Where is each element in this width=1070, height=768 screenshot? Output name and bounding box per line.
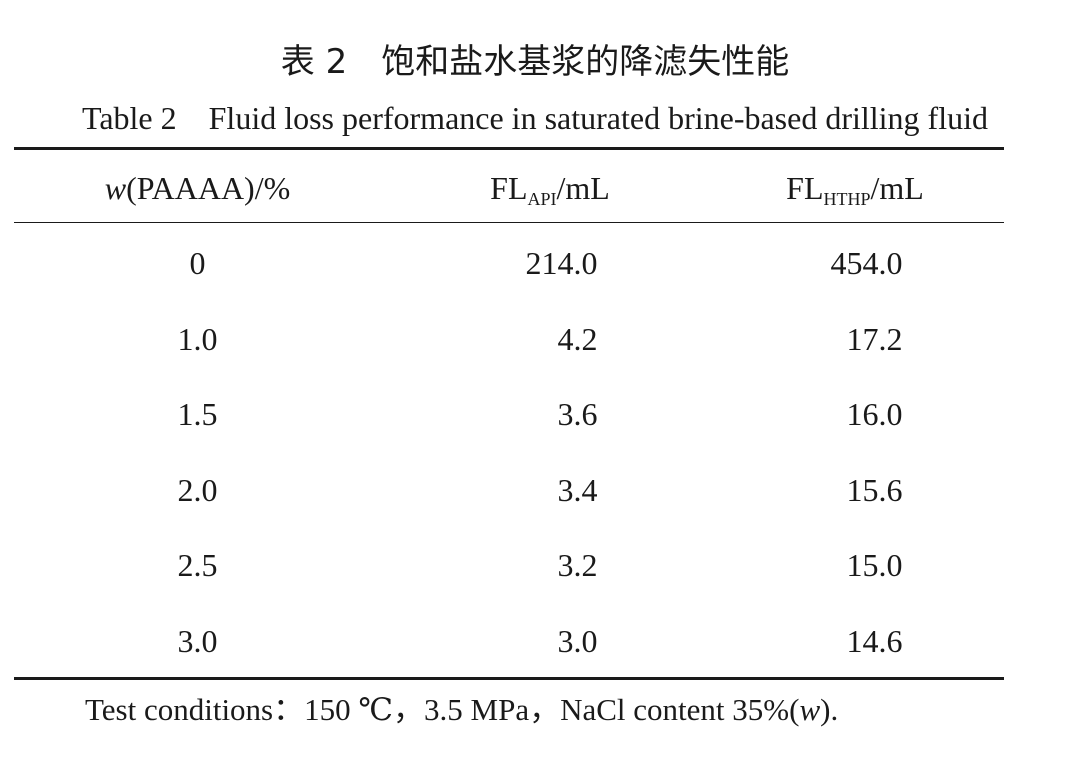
cell-fl-api: 3.2 [395, 545, 705, 585]
cell-fl-hthp: 454.0 [705, 243, 1005, 283]
cell-w: 2.5 [0, 545, 395, 585]
header-w-paaaa: w(PAAAA)/% [0, 168, 395, 208]
cell-fl-api-value: 3.0 [557, 623, 598, 659]
header-fl-api: FLAPI/mL [395, 168, 705, 219]
footnote-w-symbol: w [799, 692, 821, 727]
cell-fl-api-value: 3.6 [557, 396, 598, 432]
cell-fl-hthp: 15.6 [705, 470, 1005, 510]
table-caption-english: Table 2 Fluid loss performance in satura… [82, 100, 988, 136]
cell-fl-api: 3.0 [395, 621, 705, 661]
cell-fl-api-value: 4.2 [557, 321, 598, 357]
footnote-end: ). [820, 692, 839, 727]
cell-w-value: 2.5 [177, 547, 218, 583]
table-header-rule [14, 222, 1004, 223]
cell-fl-hthp: 15.0 [705, 545, 1005, 585]
cell-fl-api: 3.4 [395, 470, 705, 510]
cell-fl-hthp-value: 454.0 [830, 245, 903, 281]
footnote-text: Test conditions：150 ℃，3.5 MPa，NaCl conte… [85, 692, 800, 727]
cell-fl-hthp-value: 15.6 [846, 472, 903, 508]
header-fl-hthp-unit: /mL [870, 170, 924, 206]
cell-w-value: 0 [189, 245, 206, 281]
cell-fl-api-value: 214.0 [525, 245, 598, 281]
header-fl-hthp: FLHTHP/mL [705, 168, 1005, 219]
cell-w: 3.0 [0, 621, 395, 661]
table-top-rule [14, 147, 1004, 150]
cell-w: 1.5 [0, 394, 395, 434]
cell-fl-api: 214.0 [395, 243, 705, 283]
cell-w: 2.0 [0, 470, 395, 510]
header-w-rest: (PAAAA)/% [126, 170, 291, 206]
header-fl-hthp-subscript: HTHP [823, 189, 871, 209]
table-caption-chinese: 表 2 饱和盐水基浆的降滤失性能 [280, 42, 790, 82]
cell-fl-api: 4.2 [395, 319, 705, 359]
cell-w-value: 3.0 [177, 623, 218, 659]
header-fl-hthp-main: FL [786, 170, 824, 206]
cell-fl-api: 3.6 [395, 394, 705, 434]
cell-w: 0 [0, 243, 395, 283]
cell-fl-hthp-value: 16.0 [846, 396, 903, 432]
cell-fl-api-value: 3.4 [557, 472, 598, 508]
table-bottom-rule [14, 677, 1004, 680]
cell-fl-api-value: 3.2 [557, 547, 598, 583]
cell-fl-hthp-value: 17.2 [846, 321, 903, 357]
cell-fl-hthp-value: 15.0 [846, 547, 903, 583]
cell-w-value: 1.0 [177, 321, 218, 357]
cell-w-value: 1.5 [177, 396, 218, 432]
cell-fl-hthp: 16.0 [705, 394, 1005, 434]
cell-w: 1.0 [0, 319, 395, 359]
cell-fl-hthp: 17.2 [705, 319, 1005, 359]
header-fl-api-main: FL [490, 170, 528, 206]
table-footnote: Test conditions：150 ℃，3.5 MPa，NaCl conte… [85, 690, 838, 730]
header-w-symbol: w [104, 170, 127, 206]
cell-w-value: 2.0 [177, 472, 218, 508]
cell-fl-hthp: 14.6 [705, 621, 1005, 661]
cell-fl-hthp-value: 14.6 [846, 623, 903, 659]
header-fl-api-unit: /mL [556, 170, 610, 206]
header-fl-api-subscript: API [527, 189, 557, 209]
